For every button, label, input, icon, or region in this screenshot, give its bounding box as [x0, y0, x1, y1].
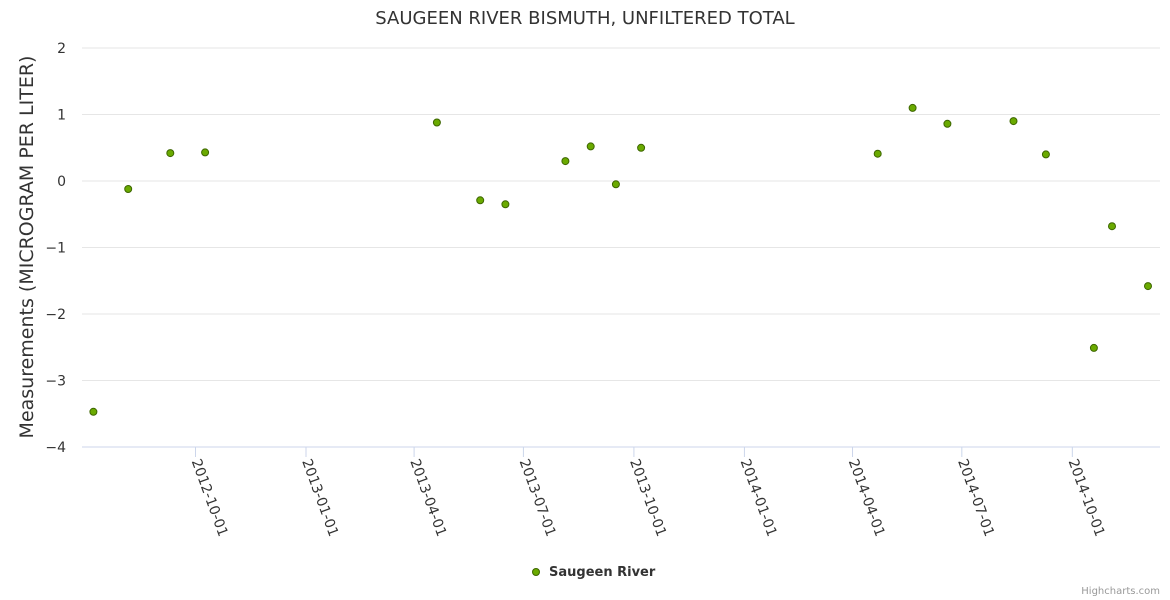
data-point[interactable] — [1041, 150, 1050, 159]
legend-item-saugeen-river[interactable]: Saugeen River — [549, 565, 656, 580]
chart-title: SAUGEEN RIVER BISMUTH, UNFILTERED TOTAL — [375, 8, 794, 29]
data-point[interactable] — [201, 148, 210, 157]
data-point[interactable] — [501, 200, 510, 209]
data-point[interactable] — [166, 149, 175, 158]
data-point[interactable] — [89, 407, 98, 416]
data-point[interactable] — [124, 185, 133, 193]
series-saugeen-river — [89, 103, 1152, 416]
data-point[interactable] — [1144, 282, 1152, 291]
data-point[interactable] — [476, 196, 485, 205]
data-point[interactable] — [1108, 222, 1116, 231]
data-point[interactable] — [1089, 343, 1098, 352]
y-tick-label: −3 — [45, 374, 66, 390]
y-tick-label: −4 — [45, 440, 66, 456]
data-point[interactable] — [432, 118, 441, 127]
credits[interactable]: Highcharts.com — [1081, 586, 1160, 597]
y-tick-label: 1 — [57, 108, 66, 124]
data-point[interactable] — [611, 180, 620, 189]
data-point[interactable] — [561, 157, 570, 166]
y-tick-label: 0 — [57, 174, 66, 190]
data-point[interactable] — [586, 142, 595, 151]
data-point[interactable] — [873, 149, 882, 158]
legend[interactable]: Saugeen River — [532, 565, 656, 580]
data-point[interactable] — [908, 103, 917, 112]
y-axis-ticks: 2 1 0 −1 −2 −3 −4 — [45, 41, 66, 456]
y-tick-label: −1 — [45, 241, 66, 257]
y-tick-label: −2 — [45, 307, 66, 323]
data-point[interactable] — [637, 143, 646, 152]
y-tick-label: 2 — [57, 41, 66, 57]
y-gridlines — [82, 47, 1160, 381]
y-axis-label: Measurements (MICROGRAM PER LITER) — [16, 56, 38, 439]
data-point[interactable] — [1009, 117, 1018, 126]
legend-marker — [532, 568, 540, 576]
data-point[interactable] — [943, 119, 952, 128]
